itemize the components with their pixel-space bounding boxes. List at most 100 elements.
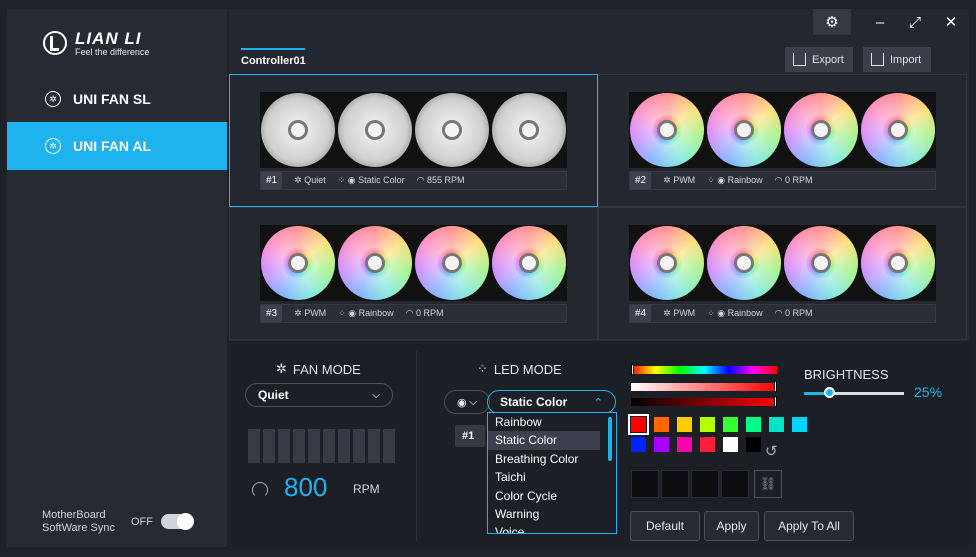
led-mode-option[interactable]: Voice	[495, 525, 525, 534]
maximize-button[interactable]: ⤢	[896, 9, 934, 35]
maximize-icon: ⤢	[908, 13, 921, 31]
led-effect-direction-select[interactable]: ◉ ⌵	[444, 390, 490, 414]
fan-icon	[630, 93, 705, 167]
color-swatch[interactable]	[746, 417, 761, 432]
default-button[interactable]: Default	[630, 511, 700, 541]
fan-icon	[707, 226, 782, 300]
saturation-slider[interactable]	[631, 381, 777, 392]
brightness-knob[interactable]	[824, 387, 835, 398]
fan-icon: ✲	[45, 138, 61, 154]
color-swatches	[628, 414, 810, 452]
fan-row	[629, 225, 936, 301]
export-icon	[793, 53, 806, 66]
software-sync-toggle[interactable]	[161, 513, 194, 530]
custom-color-slot[interactable]	[631, 470, 659, 498]
color-swatch[interactable]	[700, 437, 715, 452]
target-icon: ◉	[457, 396, 467, 409]
brightness-value: 25%	[914, 384, 943, 400]
software-sync-label: MotherBoard SoftWare Sync	[42, 509, 115, 535]
fan-group-1[interactable]: #1 ✲ Quiet ⁘ ◉ Static Color ◠ 855 RPM	[229, 74, 598, 207]
tab-controller01[interactable]: Controller01	[241, 48, 306, 67]
fan-row	[629, 92, 936, 168]
sidebar-item-uni-fan-sl[interactable]: ✲ UNI FAN SL	[7, 75, 227, 123]
color-swatch[interactable]	[631, 437, 646, 452]
speed-gauge-icon: ◠	[416, 175, 425, 185]
color-swatch[interactable]	[677, 437, 692, 452]
reset-color-icon[interactable]: ↺	[765, 443, 778, 460]
fan-mode-status: ✲ PWM	[294, 308, 327, 318]
led-mode-dropdown: Rainbow Static Color Breathing Color Tai…	[487, 412, 617, 534]
fan-group-2[interactable]: #2 ✲ PWM ⁘ ◉ Rainbow ◠ 0 RPM	[598, 74, 967, 207]
export-button[interactable]: Export	[785, 47, 853, 72]
import-button[interactable]: Import	[863, 47, 931, 72]
led-mode-option[interactable]: Breathing Color	[495, 451, 579, 466]
color-swatch[interactable]	[746, 437, 761, 452]
color-swatch[interactable]	[654, 417, 669, 432]
saturation-knob[interactable]	[774, 381, 777, 392]
led-mode-select[interactable]: Static Color ⌃	[487, 390, 616, 414]
fan-curve-bars[interactable]	[248, 429, 395, 463]
hue-slider[interactable]	[631, 364, 777, 375]
value-slider[interactable]	[631, 396, 777, 407]
sync-state-label: OFF	[131, 516, 153, 528]
rpm-unit: RPM	[353, 482, 380, 496]
sidebar: LIAN LI Feel the difference ✲ UNI FAN SL…	[7, 9, 227, 547]
sync-label-line2: SoftWare Sync	[42, 522, 115, 534]
sync-label-line1: MotherBoard	[42, 509, 106, 521]
fan-row	[260, 225, 567, 301]
custom-color-slot[interactable]	[721, 470, 749, 498]
logo-title: LIAN LI	[75, 29, 142, 48]
fan-mode-select[interactable]: Quiet ⌵	[245, 383, 393, 407]
fan-icon	[261, 93, 336, 167]
led-mode-option[interactable]: Taichi	[495, 470, 526, 485]
color-swatch[interactable]	[700, 417, 715, 432]
settings-button[interactable]: ⚙	[813, 9, 851, 35]
import-icon	[871, 53, 884, 66]
led-mode-option[interactable]: Static Color	[488, 431, 600, 450]
brightness-fill	[804, 392, 829, 395]
sidebar-item-uni-fan-al[interactable]: ✲ UNI FAN AL	[7, 122, 227, 170]
value-knob[interactable]	[774, 396, 777, 407]
link-icon[interactable]: ⛓	[754, 470, 782, 498]
led-mode-icon: ⁘ ◉	[338, 308, 357, 318]
color-swatch[interactable]	[723, 417, 738, 432]
minimize-button[interactable]: –	[861, 9, 899, 35]
group-number: #1	[261, 172, 283, 189]
fan-icon	[860, 93, 935, 167]
apply-to-all-button[interactable]: Apply To All	[764, 511, 854, 541]
color-swatch[interactable]	[769, 417, 784, 432]
custom-color-slot[interactable]	[661, 470, 689, 498]
fan-group-4[interactable]: #4 ✲ PWM ⁘ ◉ Rainbow ◠ 0 RPM	[598, 207, 967, 340]
lian-li-logo: LIAN LI Feel the difference	[43, 29, 149, 57]
fan-icon	[860, 226, 935, 300]
hue-knob[interactable]	[631, 364, 634, 375]
led-mode-option[interactable]: Rainbow	[495, 415, 542, 429]
rpm-status: ◠ 0 RPM	[405, 308, 444, 318]
fan-group-info: #3 ✲ PWM ⁘ ◉ Rainbow ◠ 0 RPM	[260, 304, 567, 323]
custom-color-slot[interactable]	[691, 470, 719, 498]
close-button[interactable]: ✕	[932, 9, 970, 35]
fan-mode-status: ✲ PWM	[663, 175, 696, 185]
fan-mode-icon: ✲	[663, 308, 671, 318]
dropdown-scrollbar[interactable]	[608, 417, 612, 461]
color-swatch[interactable]	[792, 417, 807, 432]
color-swatch[interactable]	[654, 437, 669, 452]
fan-icon	[491, 93, 566, 167]
fan-icon	[261, 226, 336, 300]
fan-icon	[630, 226, 705, 300]
fan-mode-icon: ✲	[663, 175, 671, 185]
rpm-status: ◠ 0 RPM	[774, 175, 813, 185]
rpm-value: 800	[284, 472, 328, 502]
fan-group-3[interactable]: #3 ✲ PWM ⁘ ◉ Rainbow ◠ 0 RPM	[229, 207, 598, 340]
speed-gauge-icon: ◠	[774, 308, 783, 318]
fan-group-info: #2 ✲ PWM ⁘ ◉ Rainbow ◠ 0 RPM	[629, 171, 936, 190]
rpm-status: ◠ 0 RPM	[774, 308, 813, 318]
led-mode-option[interactable]: Warning	[495, 506, 540, 521]
fan-mode-selected: Quiet	[258, 388, 289, 402]
brightness-slider[interactable]	[804, 392, 904, 395]
color-swatch[interactable]	[677, 417, 692, 432]
apply-button[interactable]: Apply	[704, 511, 759, 541]
led-mode-option[interactable]: Color Cycle	[495, 488, 558, 503]
color-swatch[interactable]	[628, 414, 649, 435]
color-swatch[interactable]	[723, 437, 738, 452]
